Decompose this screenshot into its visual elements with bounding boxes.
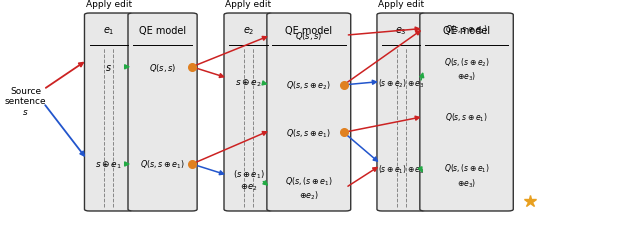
Text: $Q(s, (s \oplus e_2)$
$\oplus e_3)$: $Q(s, (s \oplus e_2)$ $\oplus e_3)$	[444, 56, 490, 83]
Text: $Q(s, s \oplus e_2)$: $Q(s, s \oplus e_2)$	[286, 79, 331, 92]
Text: Apply edit: Apply edit	[378, 0, 424, 9]
Text: QE model: QE model	[443, 26, 490, 36]
FancyBboxPatch shape	[420, 14, 513, 211]
Text: QE model: QE model	[139, 26, 186, 36]
Text: $Q(s,s)$: $Q(s,s)$	[149, 61, 176, 74]
Text: $e_1$: $e_1$	[103, 25, 115, 37]
Text: QE model: QE model	[285, 26, 332, 36]
Text: $(s \oplus e_2) \oplus e_3$: $(s \oplus e_2) \oplus e_3$	[378, 77, 424, 90]
Text: $s$: $s$	[106, 63, 112, 72]
Text: $Q(s, (s \oplus e_1)$
$\oplus e_3)$: $Q(s, (s \oplus e_1)$ $\oplus e_3)$	[444, 162, 490, 189]
Text: $Q(s,s \oplus e_1)$: $Q(s,s \oplus e_1)$	[140, 158, 185, 171]
Text: $Q(s, s \oplus e_2)$: $Q(s, s \oplus e_2)$	[445, 23, 488, 36]
Text: $e_3$: $e_3$	[396, 25, 407, 37]
Text: $(s \oplus e_1) \oplus e_3$: $(s \oplus e_1) \oplus e_3$	[378, 162, 424, 175]
Text: Source
sentence
$s$: Source sentence $s$	[4, 86, 47, 116]
Text: Apply edit: Apply edit	[225, 0, 271, 9]
FancyBboxPatch shape	[224, 14, 273, 211]
Text: $(s \oplus e_1)$
$\oplus e_2$: $(s \oplus e_1)$ $\oplus e_2$	[232, 168, 264, 192]
FancyBboxPatch shape	[377, 14, 426, 211]
Text: $Q(s,s)$: $Q(s,s)$	[295, 30, 322, 42]
FancyBboxPatch shape	[128, 14, 197, 211]
Text: $s \oplus e_1$: $s \oplus e_1$	[95, 159, 122, 170]
Text: $Q(s, (s \oplus e_1)$
$\oplus e_2)$: $Q(s, (s \oplus e_1)$ $\oplus e_2)$	[285, 175, 332, 201]
Text: $e_2$: $e_2$	[243, 25, 254, 37]
Text: $Q(s, s \oplus e_1)$: $Q(s, s \oplus e_1)$	[286, 126, 331, 139]
Text: $Q(s, s \oplus e_1)$: $Q(s, s \oplus e_1)$	[445, 111, 488, 123]
Text: $s \oplus e_2$: $s \oplus e_2$	[235, 78, 262, 89]
FancyBboxPatch shape	[84, 14, 133, 211]
FancyBboxPatch shape	[267, 14, 351, 211]
Text: Apply edit: Apply edit	[86, 0, 132, 9]
